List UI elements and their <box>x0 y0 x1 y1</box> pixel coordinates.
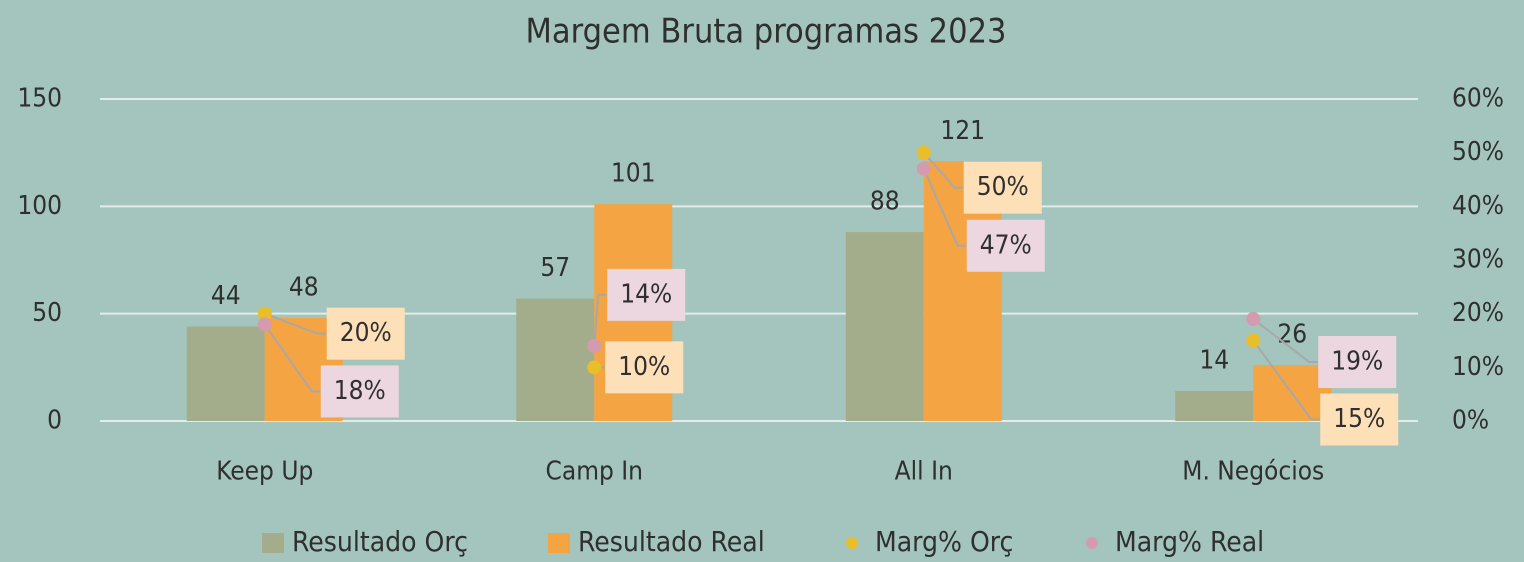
point-value-label: 10% <box>618 352 670 382</box>
bar <box>845 232 924 421</box>
bar-value-label: 26 <box>1277 320 1307 350</box>
leader-line <box>593 293 608 346</box>
point-value-label: 47% <box>980 230 1032 260</box>
y2-tick-label: 40% <box>1452 191 1504 221</box>
bar <box>1175 390 1254 421</box>
x-tick-label: M. Negócios <box>1182 457 1324 487</box>
y-tick-label: 50 <box>32 298 62 328</box>
point-value-label: 14% <box>620 279 672 309</box>
leader-line <box>263 323 321 393</box>
leader-line <box>923 152 964 189</box>
legend-swatch <box>846 537 858 549</box>
y2-tick-label: 20% <box>1452 298 1504 328</box>
y-tick-label: 100 <box>17 191 62 221</box>
legend-swatch <box>548 533 570 553</box>
bar-value-label: 14 <box>1199 345 1229 375</box>
bar-value-label: 48 <box>289 272 319 302</box>
leader-line <box>1252 318 1319 364</box>
legend-label: Resultado Real <box>578 525 765 558</box>
y2-tick-label: 50% <box>1452 137 1504 167</box>
label-box <box>326 307 405 360</box>
y2-tick-label: 60% <box>1452 84 1504 114</box>
y-tick-label: 0 <box>47 406 62 436</box>
label-box <box>1318 336 1397 389</box>
chart-title: Margem Bruta programas 2023 <box>526 12 1007 52</box>
bar-value-label: 121 <box>940 116 985 146</box>
leader-line <box>922 168 967 247</box>
point-value-label: 50% <box>977 172 1029 202</box>
bar <box>186 326 265 421</box>
label-box <box>963 161 1042 214</box>
bar <box>516 298 595 421</box>
x-tick-label: Camp In <box>546 457 643 487</box>
label-box <box>607 268 686 321</box>
legend-label: Marg% Orç <box>875 525 1013 558</box>
point <box>257 306 272 321</box>
point-value-label: 18% <box>334 376 386 406</box>
y2-tick-label: 10% <box>1452 352 1504 382</box>
legend-swatch <box>1086 537 1098 549</box>
point <box>257 317 272 332</box>
legend-label: Marg% Real <box>1115 525 1264 558</box>
x-tick-label: Keep Up <box>216 457 313 487</box>
point <box>587 360 602 375</box>
x-tick-label: All In <box>895 457 953 487</box>
y2-tick-label: 30% <box>1452 245 1504 275</box>
point <box>916 145 931 160</box>
bar-value-label: 101 <box>611 159 656 189</box>
label-box <box>966 219 1045 272</box>
leader-line <box>264 312 327 335</box>
point-value-label: 20% <box>340 318 392 348</box>
label-box <box>1320 393 1399 446</box>
legend-swatch <box>262 533 284 553</box>
y-tick-label: 150 <box>17 84 62 114</box>
bar-value-label: 57 <box>540 253 570 283</box>
point-value-label: 19% <box>1331 347 1383 377</box>
point <box>1246 333 1261 348</box>
label-box <box>605 341 684 394</box>
label-box <box>320 365 399 418</box>
legend-label: Resultado Orç <box>292 525 468 558</box>
bar-value-label: 88 <box>870 187 900 217</box>
point <box>916 161 931 176</box>
leader-line <box>1252 339 1321 421</box>
y2-tick-label: 0% <box>1452 406 1489 436</box>
point-value-label: 15% <box>1333 404 1385 434</box>
point <box>1246 312 1261 327</box>
bar-value-label: 44 <box>211 281 241 311</box>
point <box>587 338 602 353</box>
